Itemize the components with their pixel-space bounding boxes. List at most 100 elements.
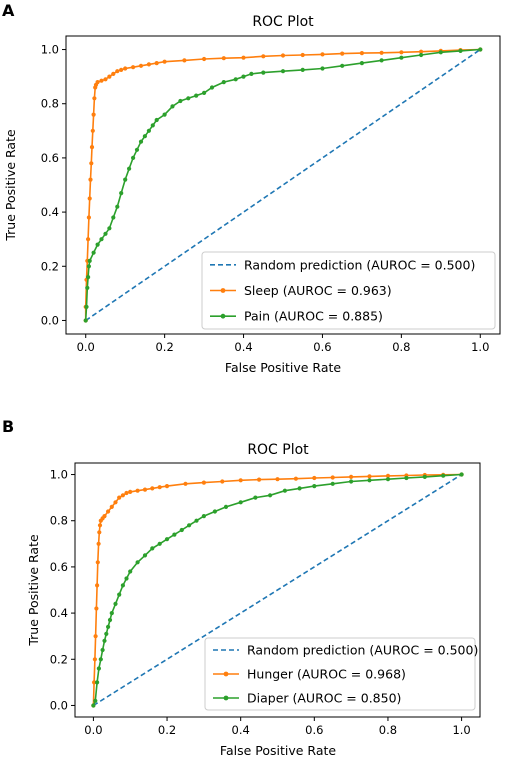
x-tick-label: 0.6 <box>305 723 323 737</box>
legend-marker <box>223 671 229 677</box>
data-point <box>261 54 266 59</box>
data-point <box>320 66 325 71</box>
y-tick-label: 0.6 <box>41 151 59 165</box>
data-point <box>135 488 140 493</box>
data-point <box>404 475 409 481</box>
data-point <box>150 546 155 551</box>
data-point <box>293 476 298 481</box>
y-tick-label: 0.0 <box>41 313 59 327</box>
data-point <box>183 481 188 486</box>
data-point <box>127 166 132 171</box>
data-point <box>379 58 384 63</box>
data-point <box>103 231 108 236</box>
chart-panel-a: A ROC Plot 0.0 0.2 0.4 0.6 0.8 1.0 0.0 0.2 0.4 0.6 0… <box>0 0 510 385</box>
data-point <box>233 77 238 82</box>
data-point <box>458 48 463 54</box>
data-point <box>385 477 391 482</box>
series-group <box>83 47 483 323</box>
data-point <box>275 477 280 482</box>
data-point <box>107 74 112 79</box>
x-tick-label: 1.0 <box>452 723 470 737</box>
data-point <box>280 69 286 74</box>
data-point <box>419 52 424 58</box>
data-point <box>92 680 97 685</box>
series-line-1 <box>84 48 481 321</box>
data-point <box>117 592 122 597</box>
data-point <box>131 155 136 160</box>
data-point <box>109 611 114 616</box>
data-point <box>297 486 302 491</box>
series-line-2 <box>84 48 481 321</box>
data-point <box>419 49 424 54</box>
series-group <box>91 472 464 708</box>
data-point <box>99 237 104 242</box>
data-point <box>87 258 92 263</box>
data-point <box>115 204 120 209</box>
data-point <box>86 264 91 269</box>
legend-label: Pain (AUROC = 0.885) <box>244 309 383 324</box>
data-point <box>90 128 95 133</box>
data-point <box>201 514 206 519</box>
x-axis-label: False Positive Rate <box>225 360 341 375</box>
y-axis-label: True Positive Rate <box>3 129 18 242</box>
data-point <box>179 527 184 533</box>
data-point <box>359 51 364 56</box>
data-point <box>124 576 129 581</box>
roc-chart-a: A ROC Plot 0.0 0.2 0.4 0.6 0.8 1.0 0.0 0.2 0.4 0.6 0… <box>2 1 501 375</box>
legend-marker <box>223 695 229 701</box>
data-point <box>102 514 107 519</box>
data-point <box>164 484 170 489</box>
data-point <box>138 139 144 144</box>
chart-title: ROC Plot <box>252 14 314 30</box>
data-point <box>359 61 364 66</box>
plot-frame <box>65 35 501 335</box>
data-point <box>95 80 100 85</box>
x-tick-label: 0.4 <box>234 340 252 354</box>
data-point <box>300 67 305 72</box>
data-point <box>241 74 246 79</box>
data-point <box>182 58 187 63</box>
data-point <box>131 65 136 70</box>
data-point <box>162 112 167 117</box>
data-point <box>107 617 113 623</box>
data-point <box>142 487 148 492</box>
data-point <box>209 85 215 90</box>
data-point <box>312 475 317 481</box>
data-point <box>220 479 225 484</box>
data-point <box>119 191 124 196</box>
x-tick-label: 0.2 <box>158 723 176 737</box>
data-point <box>95 242 100 247</box>
x-tick-label: 0.8 <box>392 340 410 354</box>
y-tick-label: 0.4 <box>50 606 68 620</box>
data-point <box>103 77 108 82</box>
data-point <box>221 80 226 85</box>
data-point <box>201 480 206 485</box>
legend: Random prediction (AUROC = 0.500) Sleep (… <box>201 251 496 330</box>
data-point <box>268 493 273 498</box>
data-point <box>109 504 114 509</box>
y-tick-label: 0.2 <box>41 259 59 273</box>
data-point <box>478 47 483 52</box>
data-point <box>98 657 103 662</box>
x-axis-label: False Positive Rate <box>220 743 336 758</box>
y-tick-label: 1.0 <box>50 468 68 482</box>
data-point <box>164 537 170 542</box>
data-point <box>95 560 100 565</box>
data-point <box>117 495 122 500</box>
x-tick-label: 0.0 <box>77 340 95 354</box>
data-point <box>157 541 162 546</box>
data-point <box>123 177 128 182</box>
data-point <box>89 161 94 166</box>
data-point <box>186 96 191 101</box>
data-point <box>367 474 372 479</box>
data-point <box>142 134 147 139</box>
data-point <box>257 477 262 482</box>
data-point <box>111 215 116 220</box>
data-point <box>154 61 159 66</box>
data-point <box>100 647 105 653</box>
data-point <box>349 479 354 484</box>
data-point <box>194 518 199 523</box>
legend: Random prediction (AUROC = 0.500) Hunger … <box>204 637 478 711</box>
data-point <box>312 484 317 489</box>
y-tick-label: 0.8 <box>41 97 59 111</box>
